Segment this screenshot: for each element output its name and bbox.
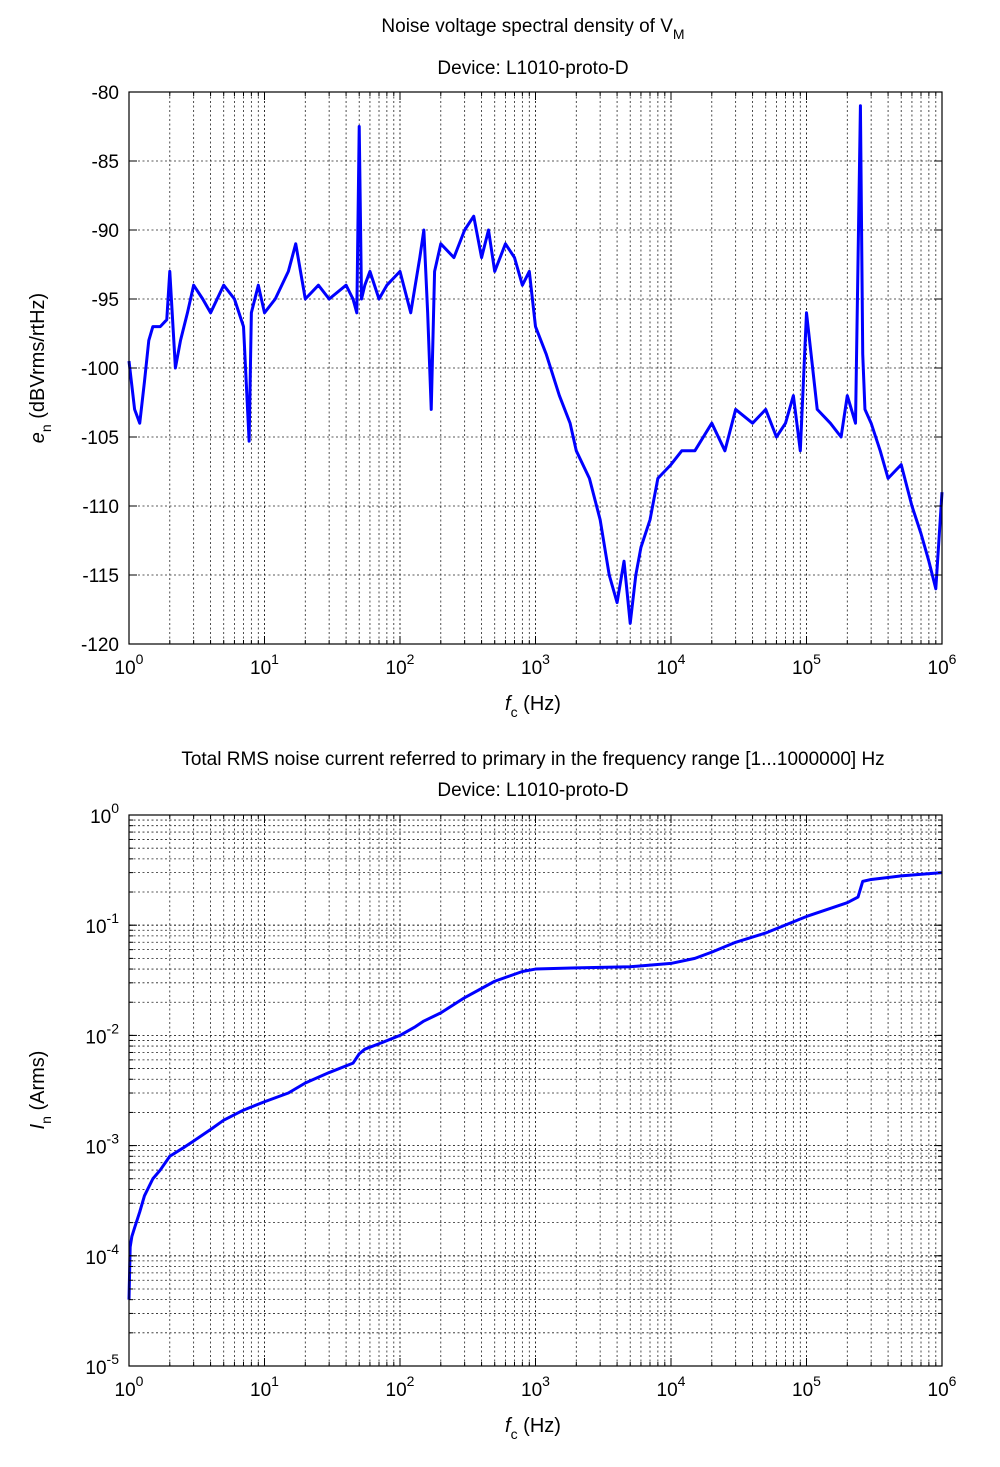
x-tick-label: 103 <box>521 651 550 679</box>
x-tick-label: 105 <box>792 651 821 679</box>
x-tick-label: 106 <box>928 1373 957 1401</box>
chart2-ticks <box>129 815 942 1366</box>
y-tick-label: -100 <box>81 359 119 380</box>
y-tick-label: 100 <box>90 800 119 828</box>
chart2-x-axis-label: fc (Hz) <box>505 1415 561 1442</box>
chart2-series-line <box>127 871 943 1300</box>
y-tick-label: 10-5 <box>85 1351 119 1379</box>
chart1-ticks <box>129 92 942 644</box>
x-tick-label: 100 <box>115 651 144 679</box>
chart2-grid <box>129 815 942 1366</box>
y-tick-label: -110 <box>82 497 119 518</box>
series-path <box>127 104 944 625</box>
y-tick-label: -105 <box>81 428 119 449</box>
x-tick-label: 106 <box>928 651 957 679</box>
chart1-subtitle: Device: L1010-proto-D <box>437 58 628 79</box>
y-tick-label: 10-2 <box>85 1020 119 1048</box>
x-tick-label: 102 <box>386 1373 415 1401</box>
x-tick-label: 101 <box>250 651 279 679</box>
chart-total-rms-current: Total RMS noise current referred to prim… <box>27 749 957 1442</box>
chart1-title: Noise voltage spectral density of VM <box>381 16 684 42</box>
y-tick-label: -115 <box>82 566 119 587</box>
chart2-title: Total RMS noise current referred to prim… <box>181 749 884 770</box>
chart2-x-tick-labels: 100 101 102 103 104 105 106 <box>115 1373 957 1401</box>
y-tick-label: -80 <box>92 83 119 104</box>
x-tick-label: 104 <box>657 1373 686 1401</box>
x-tick-label: 100 <box>115 1373 144 1401</box>
y-tick-label: 10-4 <box>85 1241 119 1269</box>
y-tick-label: -120 <box>81 635 119 656</box>
chart1-x-axis-label: fc (Hz) <box>505 693 561 720</box>
chart2-y-tick-labels: 100 10-1 10-2 10-3 10-4 10-5 <box>85 800 119 1379</box>
series-path <box>127 871 943 1300</box>
x-tick-label: 105 <box>792 1373 821 1401</box>
chart1-series-line <box>127 104 944 625</box>
y-tick-label: -95 <box>92 290 119 311</box>
y-tick-label: 10-3 <box>85 1131 119 1159</box>
y-tick-label: -85 <box>92 152 119 173</box>
chart1-y-axis-label: en (dBVrms/rtHz) <box>27 293 54 443</box>
chart2-subtitle: Device: L1010-proto-D <box>437 780 628 801</box>
x-tick-label: 102 <box>386 651 415 679</box>
y-tick-label: -90 <box>92 221 119 242</box>
x-tick-label: 103 <box>521 1373 550 1401</box>
x-tick-label: 101 <box>250 1373 279 1401</box>
chart2-y-axis-label: In (Arms) <box>27 1051 54 1130</box>
chart1-x-tick-labels: 100 101 102 103 104 105 106 <box>115 651 957 679</box>
x-tick-label: 104 <box>657 651 686 679</box>
chart-spectral-density: Noise voltage spectral density of VM Dev… <box>27 16 957 720</box>
y-tick-label: 10-1 <box>85 910 119 938</box>
chart1-y-tick-labels: -80 -85 -90 -95 -100 -105 -110 -115 -120 <box>81 83 119 656</box>
